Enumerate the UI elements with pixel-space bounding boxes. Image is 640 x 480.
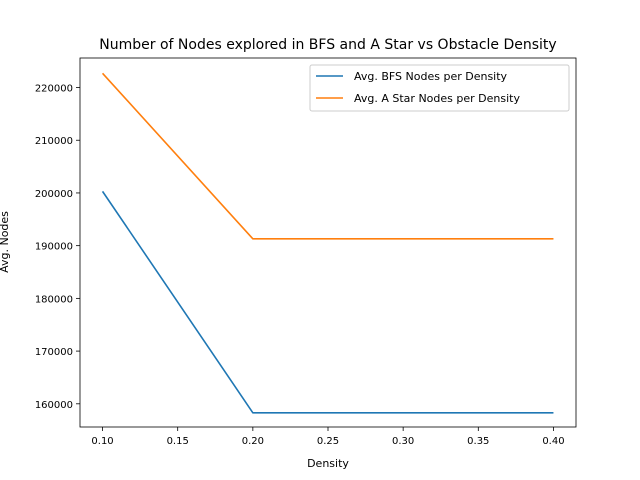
y-tick-label: 170000 xyxy=(35,347,73,358)
series-lines xyxy=(101,72,554,414)
x-tick-label: 0.25 xyxy=(317,436,339,447)
y-tick-label: 210000 xyxy=(35,136,73,147)
x-axis: 0.10 0.15 0.20 0.25 0.30 0.35 0.40 xyxy=(91,427,565,447)
x-tick-label: 0.35 xyxy=(467,436,489,447)
legend-label-astar: Avg. A Star Nodes per Density xyxy=(354,92,520,105)
y-tick-label: 200000 xyxy=(35,189,73,200)
y-tick-label: 180000 xyxy=(35,294,73,305)
x-tick-label: 0.20 xyxy=(242,436,264,447)
legend: Avg. BFS Nodes per Density Avg. A Star N… xyxy=(309,64,570,112)
series-line-bfs xyxy=(101,190,554,414)
x-tick-label: 0.30 xyxy=(392,436,414,447)
x-tick-label: 0.40 xyxy=(542,436,564,447)
legend-label-bfs: Avg. BFS Nodes per Density xyxy=(354,70,508,83)
y-axis-label: Avg. Nodes xyxy=(0,211,11,273)
x-tick-label: 0.10 xyxy=(91,436,113,447)
series-line-astar xyxy=(101,72,554,240)
y-tick-label: 160000 xyxy=(35,400,73,411)
chart-title: Number of Nodes explored in BFS and A St… xyxy=(99,37,556,53)
x-tick-label: 0.15 xyxy=(167,436,189,447)
x-axis-label: Density xyxy=(307,457,349,470)
y-tick-label: 190000 xyxy=(35,242,73,253)
y-tick-label: 220000 xyxy=(35,84,73,95)
y-axis: 160000 170000 180000 190000 200000 210000 2200… xyxy=(35,84,80,411)
legend-frame xyxy=(309,64,570,112)
